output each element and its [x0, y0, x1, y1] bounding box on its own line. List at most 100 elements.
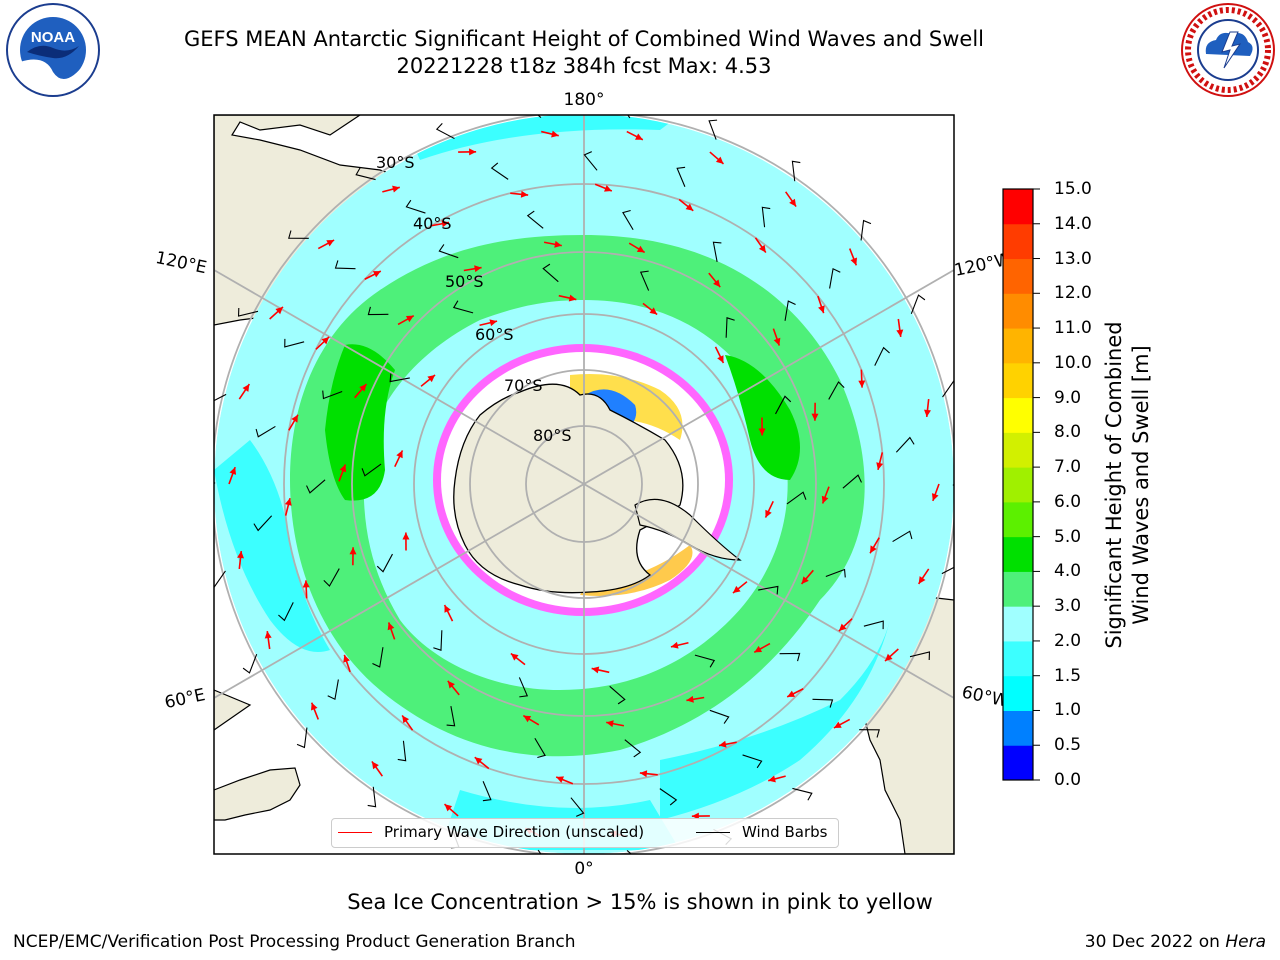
wind-barb — [842, 474, 862, 489]
wave-arrow-head — [758, 428, 766, 436]
footer-machine: Hera — [1225, 932, 1266, 952]
wave-arrow-head — [876, 462, 884, 470]
wind-barb — [708, 119, 718, 140]
colorbar-tick-label: 9.0 — [1054, 387, 1082, 408]
wind-barb — [306, 479, 326, 494]
wave-arrow-head — [718, 740, 727, 748]
wind-barb — [490, 162, 509, 180]
lon-label-0: 0° — [574, 859, 593, 879]
wind-barb — [570, 797, 585, 817]
wave-arrow-head — [554, 240, 562, 248]
wave-arrow-head — [474, 265, 482, 273]
wind-barb — [709, 709, 730, 724]
wave-arrow-head — [291, 414, 298, 423]
wind-barb — [791, 160, 801, 182]
wind-barb — [860, 219, 872, 241]
wind-barb — [941, 566, 954, 575]
wind-barb — [583, 151, 598, 171]
wave-arrow-head — [821, 495, 829, 504]
colorbar-segment — [1003, 397, 1033, 433]
nws-logo — [1181, 3, 1275, 97]
africa-tip — [214, 767, 301, 821]
wave-arrow-head — [237, 551, 244, 559]
title-line-1: GEFS MEAN Antarctic Significant Height o… — [183, 27, 985, 51]
wave-arrow-head — [441, 220, 450, 228]
wind-barb — [863, 620, 884, 630]
wave-arrow-head — [918, 576, 926, 584]
wave-arrow-head — [447, 680, 455, 689]
wave-arrow-head — [870, 545, 877, 554]
footer-date-text: 30 Dec 2022 on — [1084, 932, 1226, 952]
colorbar-segment — [1003, 501, 1033, 538]
wave-arrow-head — [789, 198, 797, 207]
wind-barb — [712, 241, 722, 263]
wind-barb — [952, 483, 954, 486]
colorbar-title-line-1: Significant Height of Combined — [1102, 321, 1126, 649]
wave-arrow-head — [639, 770, 648, 778]
wind-barb — [482, 781, 492, 802]
colorbar-segment — [1003, 675, 1033, 711]
wave-arrow-head — [754, 645, 763, 653]
wave-arrow-head — [339, 464, 347, 473]
wind-barb — [784, 300, 796, 321]
lon-label-120e: 120°E — [154, 248, 209, 278]
wind-barb — [518, 677, 529, 698]
colorbar-segment — [1003, 745, 1033, 781]
colorbar-tick-label: 1.5 — [1054, 665, 1082, 686]
wind-barb — [676, 166, 686, 187]
wave-arrow-head — [520, 190, 529, 198]
colorbar — [1003, 188, 1040, 781]
legend-black-line — [696, 831, 730, 833]
wave-arrow-head — [551, 130, 559, 138]
colorbar-tick-label: 0.5 — [1054, 735, 1082, 756]
colorbar-segment — [1003, 293, 1033, 329]
wave-field-cyan-southeast — [660, 620, 890, 820]
colorbar-tick-label: 8.0 — [1054, 422, 1082, 443]
wave-arrow-head — [326, 240, 335, 247]
wave-arrow-head — [444, 604, 451, 613]
lat-label-50s: 50°S — [445, 272, 484, 291]
colorbar-tick-label: 0.0 — [1054, 770, 1082, 790]
wind-barb — [288, 230, 309, 239]
wind-barb — [322, 390, 343, 400]
wind-barb — [859, 729, 880, 738]
wave-arrow-head — [510, 653, 519, 661]
wind-barb — [694, 654, 716, 668]
wind-barb — [622, 209, 634, 231]
wind-barb — [278, 602, 294, 622]
colorbar-tick-label: 2.0 — [1054, 630, 1082, 651]
wind-barb — [242, 654, 258, 674]
wave-arrow-head — [371, 761, 379, 770]
wave-arrow-head — [444, 804, 453, 812]
wind-barb — [355, 167, 376, 181]
wind-barb — [909, 651, 931, 660]
wave-arrow-head — [715, 156, 724, 164]
colorbar-tick-label: 7.0 — [1054, 457, 1082, 478]
colorbar-tick-label: 13.0 — [1054, 248, 1092, 269]
wave-arrow-head — [833, 721, 842, 728]
wind-barb — [435, 122, 455, 140]
lat-label-30s: 30°S — [376, 153, 415, 172]
wind-barb — [452, 300, 474, 314]
wave-arrow-head — [858, 380, 866, 388]
wind-barb — [361, 463, 382, 477]
wind-barb — [526, 210, 544, 229]
wind-barb — [376, 553, 393, 573]
wind-barb — [725, 317, 735, 338]
wave-arrow-head — [636, 245, 645, 253]
wave-arrow-head — [685, 203, 694, 211]
wave-arrow-head — [850, 257, 858, 266]
colorbar-tick-label: 6.0 — [1054, 491, 1082, 512]
wind-barb — [874, 346, 890, 366]
colorbar-tick-label: 14.0 — [1054, 213, 1092, 234]
wind-barb — [397, 740, 407, 762]
wave-arrow-head — [838, 623, 847, 632]
wind-barb — [542, 263, 559, 283]
map-frame — [213, 114, 955, 855]
footer-credit: NCEP/EMC/Verification Post Processing Pr… — [13, 932, 576, 952]
wave-arrow-head — [896, 329, 904, 337]
wave-arrow-head — [811, 413, 819, 421]
wind-barb — [761, 206, 771, 228]
wind-barb — [284, 338, 305, 348]
wind-barb — [910, 294, 926, 314]
